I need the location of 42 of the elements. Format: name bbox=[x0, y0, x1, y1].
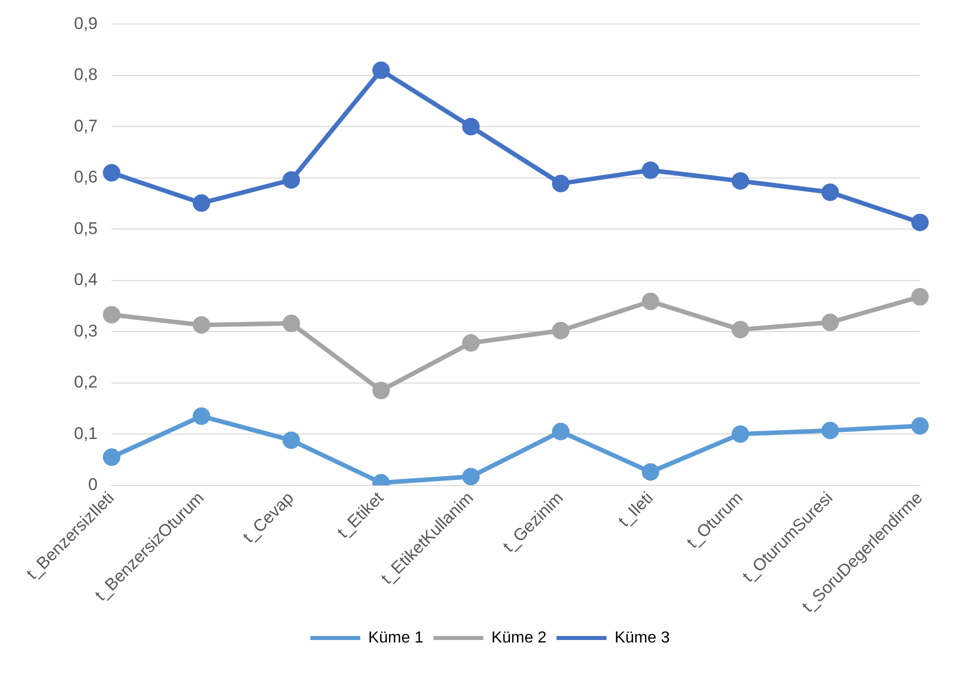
point bbox=[821, 422, 839, 440]
point bbox=[282, 171, 300, 189]
point bbox=[821, 184, 839, 201]
y-tick-label: 0,9 bbox=[74, 14, 98, 33]
y-tick-label: 0,6 bbox=[74, 168, 98, 187]
point bbox=[911, 214, 929, 232]
y-tick-label: 0,1 bbox=[74, 424, 98, 443]
point bbox=[282, 431, 300, 449]
point bbox=[192, 407, 210, 425]
point bbox=[282, 314, 300, 332]
point bbox=[552, 422, 570, 440]
point bbox=[102, 448, 120, 466]
point bbox=[192, 194, 210, 212]
y-tick-label: 0,7 bbox=[74, 116, 98, 136]
point bbox=[372, 382, 390, 400]
y-tick-label: 0,8 bbox=[74, 65, 98, 84]
point bbox=[911, 417, 929, 435]
y-tick-label: 0 bbox=[88, 475, 98, 494]
point bbox=[462, 118, 480, 136]
y-tick-label: 0,4 bbox=[74, 270, 98, 290]
point bbox=[911, 288, 929, 306]
y-tick-label: 0,2 bbox=[74, 372, 98, 392]
point bbox=[732, 320, 750, 338]
point bbox=[732, 172, 750, 190]
point bbox=[732, 425, 750, 443]
point bbox=[642, 292, 660, 310]
legend-label: Küme 2 bbox=[491, 629, 547, 646]
point bbox=[642, 161, 660, 179]
point bbox=[372, 62, 390, 80]
point bbox=[192, 316, 210, 334]
legend-label: Küme 3 bbox=[614, 629, 670, 646]
point bbox=[102, 306, 120, 324]
point bbox=[552, 322, 570, 340]
y-tick-label: 0,3 bbox=[74, 321, 98, 340]
point bbox=[462, 468, 480, 486]
point bbox=[821, 314, 839, 332]
point bbox=[102, 164, 120, 182]
point bbox=[462, 334, 480, 352]
y-tick-label: 0,5 bbox=[74, 218, 98, 238]
point bbox=[552, 174, 570, 192]
point bbox=[642, 463, 660, 481]
legend-label: Küme 1 bbox=[368, 629, 424, 646]
